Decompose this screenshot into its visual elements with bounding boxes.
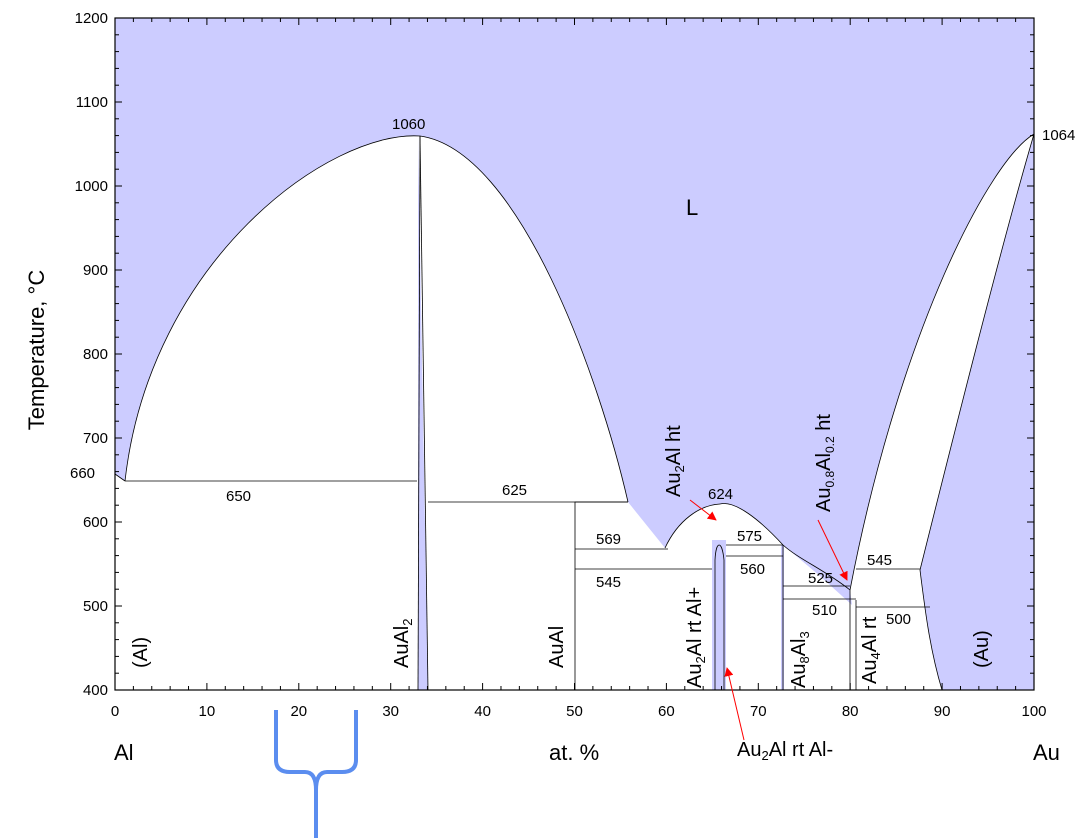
- aual2-band: [418, 136, 428, 690]
- y-tick-label: 500: [83, 598, 108, 615]
- au-solid-region: [920, 134, 1034, 690]
- phase-al: (Al): [130, 637, 152, 668]
- label-1060: 1060: [392, 116, 425, 133]
- phase-aual2: AuAl2: [391, 619, 415, 668]
- label-545a: 545: [596, 574, 621, 591]
- phase-au: (Au): [971, 630, 993, 668]
- label-650: 650: [226, 488, 251, 505]
- y-tick-label: 400: [83, 682, 108, 699]
- x-tick-label: 90: [934, 703, 951, 720]
- y-tick-label: 1100: [76, 94, 108, 111]
- label-liquid: L: [686, 195, 698, 220]
- brace-marker: [274, 710, 358, 838]
- x-tick-label: 80: [842, 703, 859, 720]
- label-510: 510: [812, 602, 837, 619]
- phase-au4al: Au4Al rt: [859, 616, 883, 684]
- y-tick-label: 600: [83, 514, 108, 531]
- x-tick-label: 60: [658, 703, 675, 720]
- label-569: 569: [596, 531, 621, 548]
- axis-left-element: Al: [114, 740, 134, 765]
- axis-right-element: Au: [1033, 740, 1060, 765]
- x-tick-label: 50: [566, 703, 583, 720]
- label-624: 624: [708, 486, 733, 503]
- x-tick-label: 10: [199, 703, 216, 720]
- x-tick-label: 0: [111, 703, 119, 720]
- label-560: 560: [740, 561, 765, 578]
- x-tick-label: 40: [474, 703, 491, 720]
- phase-aual: AuAl: [546, 626, 568, 668]
- y-tick-label: 900: [83, 262, 108, 279]
- x-tick-label: 70: [750, 703, 767, 720]
- axis-x-label: at. %: [549, 740, 599, 765]
- au8al3-edge: [781, 545, 784, 690]
- label-au2al-rt-minus: Au2Al rt Al-: [737, 739, 833, 763]
- label-625: 625: [502, 482, 527, 499]
- y-tick-label: 1200: [75, 10, 108, 27]
- phase-au8al3: Au8Al3: [788, 631, 812, 688]
- x-tick-label: 30: [382, 703, 399, 720]
- x-tick-label: 100: [1021, 703, 1046, 720]
- phase-au2al-rt-plus: Au2Al rt Al+: [684, 587, 708, 688]
- label-660: 660: [70, 465, 95, 482]
- y-tick-label: 700: [83, 430, 108, 447]
- axis-y-label: Temperature, °C: [24, 270, 49, 431]
- arrow-au2al-ht: [689, 499, 717, 521]
- arrow-au08al02: [817, 519, 848, 581]
- x-tick-label: 20: [290, 703, 307, 720]
- label-545b: 545: [867, 552, 892, 569]
- phase-au08al02-ht: Au0.8Al0.2 ht: [813, 414, 837, 512]
- phase-au2al-ht: Au2Al ht: [663, 425, 687, 497]
- y-tick-label: 800: [83, 346, 108, 363]
- label-525: 525: [808, 570, 833, 587]
- label-575: 575: [737, 528, 762, 545]
- label-500: 500: [886, 611, 911, 628]
- au2al-band: [712, 540, 726, 690]
- liquid-region: [115, 18, 1034, 605]
- y-tick-label: 1000: [75, 178, 108, 195]
- label-1064: 1064: [1042, 127, 1075, 144]
- arrow-au2al-rt-minus: [724, 667, 745, 741]
